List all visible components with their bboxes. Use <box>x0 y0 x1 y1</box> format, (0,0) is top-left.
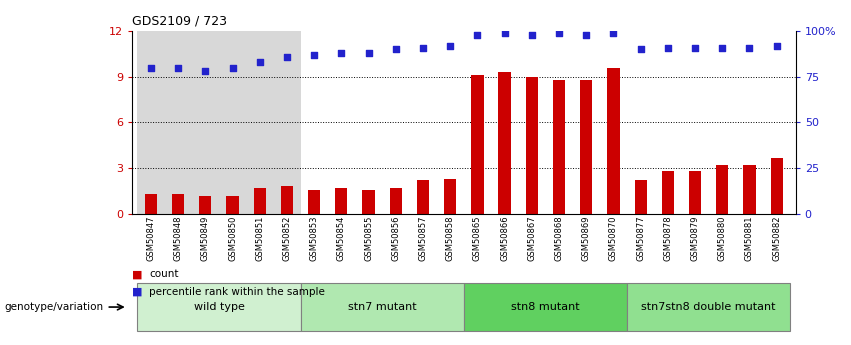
Bar <box>716 165 728 214</box>
Bar <box>281 186 293 214</box>
Point <box>498 30 511 36</box>
Point <box>198 69 212 74</box>
Bar <box>145 194 157 214</box>
Bar <box>743 165 756 214</box>
Bar <box>226 196 238 214</box>
Bar <box>627 31 791 214</box>
Point <box>307 52 321 58</box>
Bar <box>300 31 464 214</box>
Point <box>253 59 266 65</box>
Point <box>471 32 484 38</box>
Bar <box>689 171 701 214</box>
Bar <box>635 180 647 214</box>
Point <box>525 32 539 38</box>
Point <box>661 45 675 50</box>
Point <box>552 30 566 36</box>
Bar <box>363 189 374 214</box>
Bar <box>390 188 402 214</box>
Point <box>743 45 757 50</box>
Point <box>389 47 403 52</box>
Point <box>416 45 430 50</box>
Bar <box>308 189 320 214</box>
Text: stn8 mutant: stn8 mutant <box>511 302 580 312</box>
Text: stn7stn8 double mutant: stn7stn8 double mutant <box>642 302 776 312</box>
Point <box>634 47 648 52</box>
Text: genotype/variation: genotype/variation <box>4 302 103 312</box>
Point <box>226 65 239 70</box>
Text: wild type: wild type <box>193 302 244 312</box>
Bar <box>580 80 592 214</box>
Bar <box>172 194 185 214</box>
Point <box>688 45 702 50</box>
Bar <box>254 188 266 214</box>
Bar <box>770 158 783 214</box>
Bar <box>199 196 212 214</box>
Bar <box>608 68 620 214</box>
Point <box>144 65 157 70</box>
Text: ■: ■ <box>132 287 142 296</box>
Bar <box>526 77 538 214</box>
Point <box>171 65 185 70</box>
Bar <box>335 188 347 214</box>
Text: percentile rank within the sample: percentile rank within the sample <box>149 287 325 296</box>
Point <box>280 54 294 59</box>
Point <box>362 50 375 56</box>
Point <box>580 32 593 38</box>
Text: GDS2109 / 723: GDS2109 / 723 <box>132 14 227 28</box>
Bar <box>464 31 627 214</box>
Point <box>770 43 784 48</box>
Bar <box>417 180 429 214</box>
Bar <box>137 31 300 214</box>
Bar <box>471 75 483 214</box>
Point <box>607 30 620 36</box>
Point <box>334 50 348 56</box>
Bar <box>499 72 511 214</box>
Bar <box>662 171 674 214</box>
Bar <box>553 80 565 214</box>
Bar <box>444 179 456 214</box>
Text: stn7 mutant: stn7 mutant <box>348 302 416 312</box>
Point <box>443 43 457 48</box>
Text: ■: ■ <box>132 269 142 279</box>
Point <box>716 45 729 50</box>
Text: count: count <box>149 269 179 279</box>
